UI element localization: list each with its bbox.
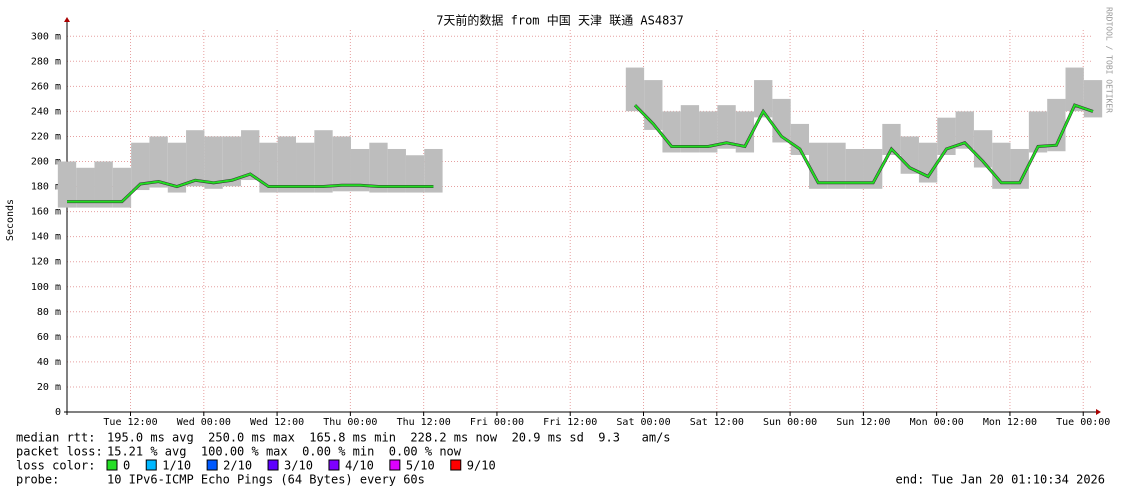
y-tick-label: 60 m [37, 332, 61, 343]
x-tick-label: Fri 12:00 [543, 417, 597, 428]
smoke-band [827, 142, 846, 189]
smoke-band [424, 148, 443, 193]
legend-entry: 0 [123, 459, 130, 473]
x-tick-label: Sun 00:00 [763, 417, 817, 428]
y-tick-label: 160 m [31, 207, 61, 218]
probe-text: 10 IPv6-ICMP Echo Pings (64 Bytes) every… [107, 473, 425, 487]
x-tick-label: Wed 00:00 [177, 417, 231, 428]
legend-entry: 4/10 [345, 459, 374, 473]
legend-swatch [328, 459, 340, 471]
x-tick-label: Sat 00:00 [616, 417, 670, 428]
smoke-band [955, 111, 974, 149]
smoke-band [735, 111, 755, 153]
smoke-band [369, 142, 388, 193]
x-tick-label: Thu 12:00 [397, 417, 451, 428]
x-tick-label: Sat 12:00 [690, 417, 744, 428]
smoke-band [259, 142, 278, 193]
smoke-band [937, 117, 956, 155]
legend-swatch [206, 459, 218, 471]
smoke-band [314, 130, 333, 193]
y-tick-label: 240 m [31, 106, 61, 117]
y-tick-label: 300 m [31, 31, 61, 42]
smoke-band [76, 167, 95, 208]
smoke-band [1083, 80, 1103, 118]
smoke-band [754, 80, 773, 118]
y-tick-label: 260 m [31, 81, 61, 92]
axis-arrow [1096, 409, 1101, 415]
x-tick-label: Thu 00:00 [323, 417, 377, 428]
smoke-band [717, 105, 736, 149]
x-tick-label: Sun 12:00 [836, 417, 890, 428]
axis-arrow [64, 17, 70, 22]
end-time: end: Tue Jan 20 01:10:34 2026 [895, 473, 1105, 487]
smoke-band [186, 130, 205, 187]
chart-title: 7天前的数据 from 中国 天津 联通 AS4837 [436, 13, 684, 28]
smoke-band [1010, 148, 1029, 189]
smoke-band [350, 148, 370, 192]
y-tick-label: 200 m [31, 157, 61, 168]
smoke-band [863, 148, 883, 189]
smoke-band [222, 136, 242, 187]
legend-entry: 9/10 [467, 459, 496, 473]
y-tick-label: 20 m [37, 382, 61, 393]
y-axis-label: Seconds [5, 199, 16, 241]
stat-label: packet loss: [16, 445, 103, 459]
x-tick-label: Mon 12:00 [983, 417, 1037, 428]
y-tick-label: 140 m [31, 232, 61, 243]
y-tick-label: 80 m [37, 307, 61, 318]
smoke-band [167, 142, 187, 193]
x-tick-label: Mon 00:00 [910, 417, 964, 428]
legend-entry: 3/10 [284, 459, 313, 473]
legend-entry: 5/10 [406, 459, 435, 473]
legend-entry: 1/10 [162, 459, 191, 473]
stat-label: median rtt: [16, 431, 95, 445]
smoke-band [296, 142, 315, 193]
smoke-band [131, 142, 150, 191]
y-tick-label: 120 m [31, 257, 61, 268]
smoke-band [405, 155, 425, 193]
smoke-band [845, 148, 864, 189]
legend-swatch [145, 459, 157, 471]
y-tick-label: 280 m [31, 56, 61, 67]
smoke-band [1028, 111, 1048, 153]
x-tick-label: Tue 00:00 [1056, 417, 1110, 428]
y-tick-label: 40 m [37, 357, 61, 368]
smoke-band [1065, 67, 1084, 112]
legend-swatch [106, 459, 118, 471]
y-tick-label: 220 m [31, 131, 61, 142]
x-tick-label: Fri 00:00 [470, 417, 524, 428]
legend-entry: 2/10 [223, 459, 252, 473]
smoke-band [94, 161, 113, 208]
smoke-band [680, 105, 700, 153]
legend-swatch [389, 459, 401, 471]
y-tick-label: 100 m [31, 282, 61, 293]
smoke-band [918, 142, 938, 183]
x-tick-label: Tue 12:00 [103, 417, 157, 428]
smoke-band [241, 130, 260, 181]
smoke-band [57, 161, 77, 208]
y-tick-label: 0 [55, 407, 61, 418]
smoke-band [699, 111, 718, 153]
stat-text: 15.21 % avg 100.00 % max 0.00 % min 0.00… [107, 445, 462, 459]
smoke-band [882, 123, 901, 155]
median-line [67, 103, 1094, 203]
stat-text: 195.0 ms avg 250.0 ms max 165.8 ms min 2… [107, 431, 671, 445]
smoke-band [625, 67, 645, 112]
y-tick-label: 180 m [31, 182, 61, 193]
legend-swatch [267, 459, 279, 471]
probe-label: probe: [16, 473, 59, 487]
watermark: RRDTOOL / TOBI OETIKER [1105, 7, 1114, 113]
smoke-band [277, 136, 297, 193]
x-tick-label: Wed 12:00 [250, 417, 304, 428]
legend-swatch [450, 459, 462, 471]
smoke-band [204, 136, 223, 189]
legend-label: loss color: [16, 459, 95, 473]
smoke-band [387, 148, 406, 193]
smoke-band [149, 136, 168, 188]
smoke-band [332, 136, 351, 192]
